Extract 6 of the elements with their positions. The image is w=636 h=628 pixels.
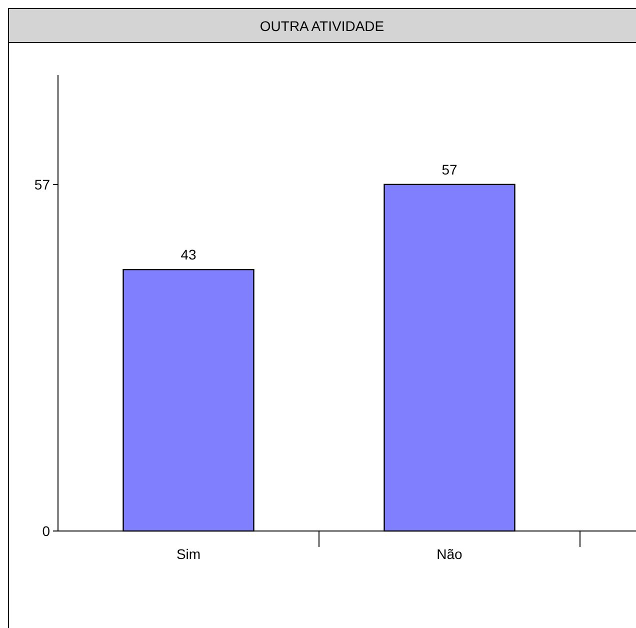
data-label: 43 xyxy=(180,246,196,263)
x-tick-label: Não xyxy=(436,546,463,562)
chart-title: OUTRA ATIVIDADE xyxy=(260,18,384,34)
y-tick-label: 0 xyxy=(42,523,50,539)
data-label: 57 xyxy=(442,161,458,178)
x-tick-label: Sim xyxy=(176,546,201,562)
